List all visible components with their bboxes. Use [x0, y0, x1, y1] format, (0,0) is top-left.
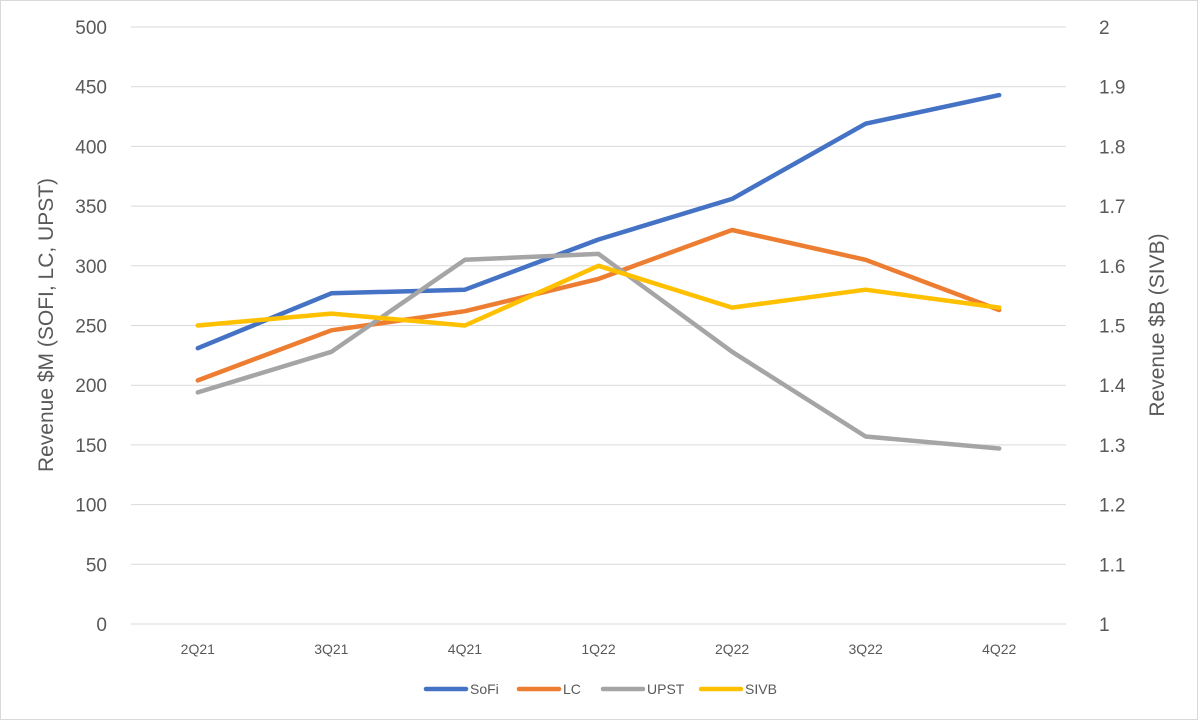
series-line-sivb: [195, 263, 1002, 328]
right-tick-label: 1.7: [1099, 197, 1125, 218]
right-tick-label: 1.4: [1099, 376, 1126, 397]
right-tick-label: 2: [1099, 18, 1110, 39]
left-tick-label: 500: [75, 18, 107, 39]
left-tick-label: 0: [96, 615, 107, 636]
left-tick-label: 350: [75, 197, 107, 218]
left-tick-label: 50: [86, 555, 107, 576]
left-axis-ticks: 0 50 100 150 200 250 300 350 400 450 500: [75, 18, 107, 636]
series-lines: [195, 92, 1002, 451]
left-tick-label: 150: [75, 436, 107, 457]
x-tick-label: 4Q21: [448, 641, 482, 657]
x-tick-label: 2Q21: [181, 641, 215, 657]
right-tick-label: 1.5: [1099, 317, 1125, 338]
right-tick-label: 1.8: [1099, 137, 1125, 158]
left-tick-label: 450: [75, 78, 107, 99]
right-axis-ticks: 1 1.1 1.2 1.3 1.4 1.5 1.6 1.7 1.8 1.9 2: [1099, 18, 1126, 636]
legend-item-sofi: SoFi: [423, 681, 499, 697]
x-tick-label: 2Q22: [715, 641, 749, 657]
legend-label: UPST: [647, 681, 685, 697]
x-axis-ticks: 2Q21 3Q21 4Q21 1Q22 2Q22 3Q22 4Q22: [181, 641, 1017, 657]
left-tick-label: 400: [75, 137, 107, 158]
legend-label: SIVB: [745, 681, 777, 697]
legend-label: LC: [563, 681, 581, 697]
legend-item-upst: UPST: [600, 681, 685, 697]
gridlines: [131, 26, 1066, 625]
right-tick-label: 1.1: [1099, 555, 1125, 576]
right-axis-title: Revenue $B (SIVB): [1146, 233, 1169, 416]
legend-item-sivb: SIVB: [698, 681, 777, 697]
left-tick-label: 250: [75, 317, 107, 338]
right-tick-label: 1.2: [1099, 496, 1125, 517]
right-tick-label: 1: [1099, 615, 1110, 636]
left-axis-title: Revenue $M (SOFI, LC, UPST): [35, 178, 58, 472]
legend: SoFi LC UPST SIVB: [423, 681, 777, 697]
series-line-upst: [195, 251, 1002, 451]
right-tick-label: 1.3: [1099, 436, 1125, 457]
series-line-sofi: [195, 92, 1002, 351]
series-line-lc: [195, 227, 1002, 383]
x-tick-label: 3Q21: [314, 641, 348, 657]
left-tick-label: 200: [75, 376, 107, 397]
x-tick-label: 1Q22: [581, 641, 615, 657]
left-tick-label: 100: [75, 496, 107, 517]
legend-item-lc: LC: [516, 681, 581, 697]
legend-label: SoFi: [470, 681, 499, 697]
right-tick-label: 1.9: [1099, 78, 1125, 99]
x-tick-label: 4Q22: [982, 641, 1016, 657]
left-tick-label: 300: [75, 257, 107, 278]
x-tick-label: 3Q22: [849, 641, 883, 657]
right-tick-label: 1.6: [1099, 257, 1125, 278]
